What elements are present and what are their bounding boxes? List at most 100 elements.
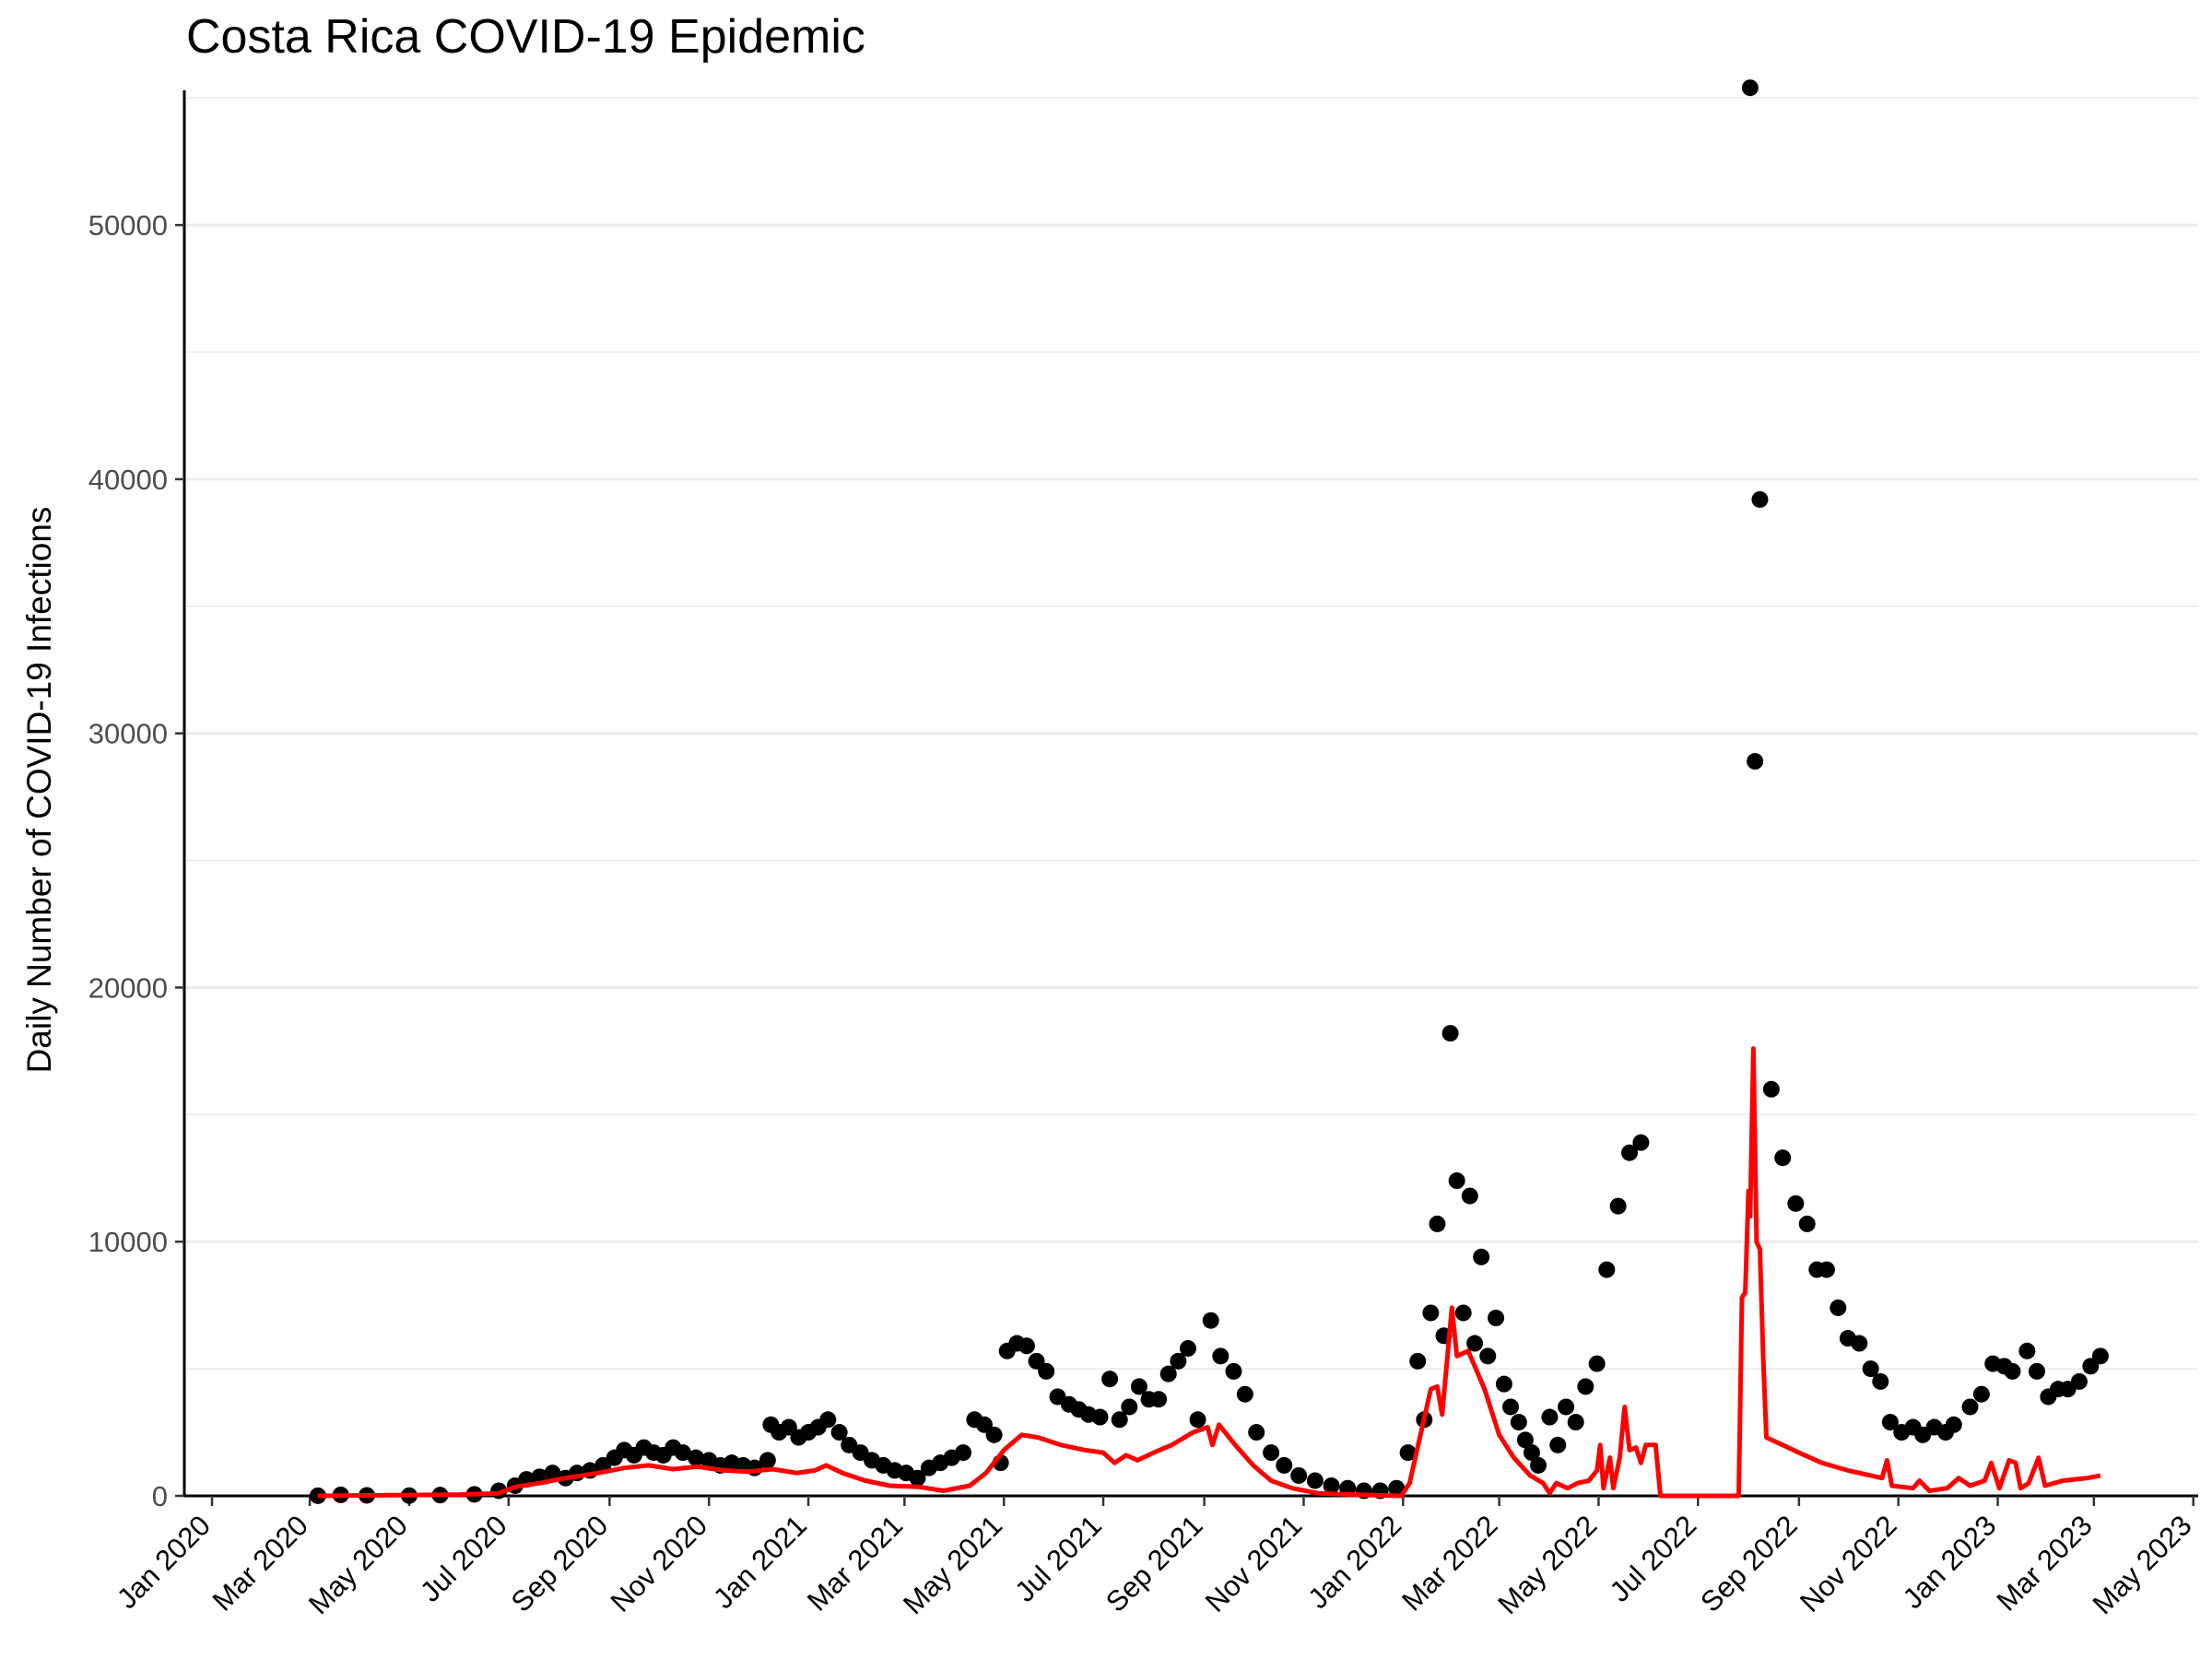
x-tick-label: May 2021 <box>897 1509 1008 1620</box>
x-tick-label: Mar 2023 <box>1990 1509 2098 1617</box>
data-point <box>688 1449 705 1466</box>
data-point <box>1409 1352 1427 1370</box>
data-point <box>1121 1398 1138 1416</box>
data-point <box>1212 1347 1230 1365</box>
data-point <box>1091 1408 1109 1426</box>
x-tick-label: Jan 2022 <box>1301 1509 1407 1615</box>
data-point <box>985 1426 1003 1443</box>
chart-title: Costa Rica COVID-19 Epidemic <box>186 10 865 64</box>
data-point <box>1621 1144 1639 1161</box>
data-point <box>1762 1080 1780 1098</box>
data-point <box>1189 1411 1206 1429</box>
data-point <box>1488 1309 1505 1326</box>
data-point <box>1461 1187 1478 1205</box>
data-point <box>1862 1360 1879 1378</box>
data-point <box>1588 1355 1606 1372</box>
data-point <box>1830 1299 1847 1316</box>
data-point <box>1609 1197 1627 1215</box>
data-point <box>1872 1372 1889 1390</box>
x-tick-label: Sep 2021 <box>1100 1509 1209 1618</box>
data-point <box>2018 1342 2036 1359</box>
data-point <box>1290 1466 1308 1484</box>
data-point <box>1751 490 1769 508</box>
data-point <box>759 1452 776 1469</box>
data-point <box>909 1469 926 1487</box>
data-point <box>1150 1391 1168 1408</box>
data-point <box>1787 1194 1805 1212</box>
data-point <box>2004 1362 2021 1380</box>
x-tick-label: Jul 2020 <box>414 1509 513 1608</box>
data-point <box>309 1487 326 1504</box>
trend-line <box>317 1046 2101 1499</box>
data-point <box>819 1411 837 1429</box>
data-point <box>1881 1414 1899 1431</box>
data-point <box>1448 1172 1465 1190</box>
data-point <box>1577 1378 1594 1395</box>
data-point <box>1774 1149 1792 1167</box>
x-tick-label: Sep 2020 <box>505 1509 615 1618</box>
data-point <box>1422 1304 1440 1322</box>
data-point <box>1530 1456 1547 1474</box>
data-point <box>1236 1385 1253 1403</box>
data-point <box>544 1465 561 1482</box>
data-point <box>1598 1261 1616 1278</box>
x-tick-label: May 2023 <box>2087 1509 2198 1620</box>
data-point <box>2028 1362 2045 1380</box>
data-point <box>1541 1408 1559 1426</box>
data-point <box>1747 753 1764 771</box>
data-point <box>674 1444 691 1462</box>
data-point <box>1523 1444 1540 1462</box>
data-point <box>1130 1378 1147 1395</box>
x-tick-label: Mar 2021 <box>801 1509 909 1617</box>
y-tick-label: 10000 <box>88 1226 168 1258</box>
x-tick-label: Mar 2020 <box>206 1509 314 1617</box>
y-tick-label: 20000 <box>88 971 168 1004</box>
x-tick-label: Mar 2022 <box>1395 1509 1503 1617</box>
y-tick-label: 50000 <box>88 209 168 241</box>
data-point <box>1972 1385 1990 1403</box>
data-point <box>2070 1372 2088 1390</box>
data-point <box>1466 1335 1484 1352</box>
grid-lines <box>184 97 2198 1498</box>
x-tick-label: Nov 2021 <box>1199 1509 1309 1618</box>
data-point <box>830 1424 848 1441</box>
data-point <box>1851 1335 1868 1352</box>
y-tick-label: 40000 <box>88 464 168 496</box>
data-point <box>1202 1312 1219 1329</box>
data-point <box>1388 1479 1406 1497</box>
data-point <box>1159 1365 1177 1382</box>
data-point <box>1248 1424 1265 1441</box>
data-point <box>1798 1215 1816 1232</box>
data-point <box>1961 1398 1979 1416</box>
data-point <box>1945 1416 1962 1433</box>
data-point <box>1225 1362 1242 1380</box>
data-point <box>1263 1444 1280 1462</box>
axes <box>182 90 2198 1498</box>
data-point <box>1038 1362 1055 1380</box>
data-point <box>1399 1444 1417 1462</box>
data-point <box>1111 1411 1128 1429</box>
x-tick-label: Jul 2022 <box>1604 1509 1703 1608</box>
x-tick-label: May 2020 <box>302 1509 414 1620</box>
data-point <box>1558 1398 1575 1416</box>
data-point <box>2091 1347 2109 1365</box>
y-tick-labels: 0 10000 20000 30000 40000 50000 <box>88 209 184 1512</box>
data-point <box>1306 1472 1324 1489</box>
data-point <box>1170 1352 1187 1370</box>
data-point <box>1473 1248 1490 1265</box>
data-point <box>1429 1215 1446 1232</box>
data-points <box>309 79 2109 1504</box>
data-point <box>1549 1436 1567 1453</box>
data-point <box>1567 1414 1584 1431</box>
data-point <box>1741 79 1759 97</box>
smoothed-line <box>317 1046 2101 1499</box>
data-point <box>1323 1477 1340 1494</box>
data-point <box>1479 1347 1497 1365</box>
data-point <box>1276 1456 1293 1474</box>
data-point <box>1501 1398 1519 1416</box>
data-point <box>1818 1261 1835 1278</box>
x-tick-label: May 2022 <box>1491 1509 1603 1620</box>
data-point <box>1018 1337 1035 1355</box>
